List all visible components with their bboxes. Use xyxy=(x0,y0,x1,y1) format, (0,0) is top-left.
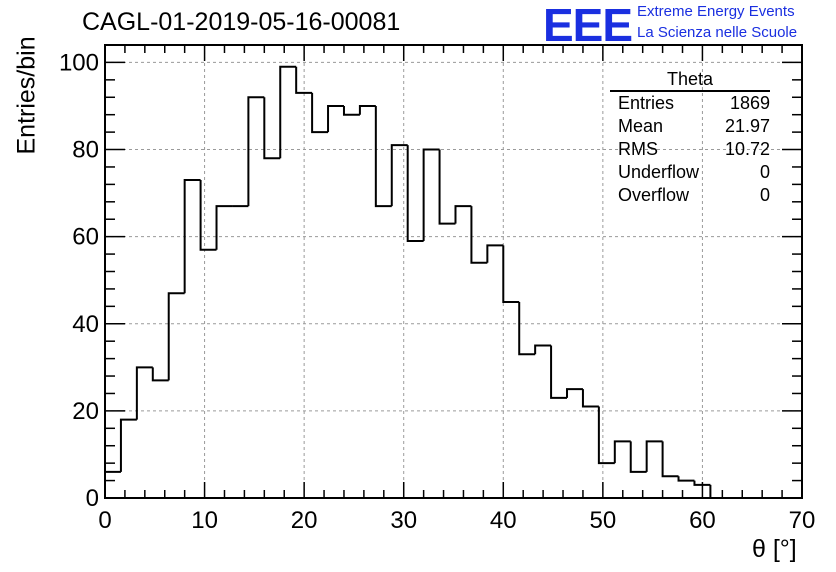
stats-label: Underflow xyxy=(618,162,700,182)
histogram-bin xyxy=(645,440,663,472)
eee-logo: EEE xyxy=(543,0,633,51)
histogram-bin xyxy=(199,180,217,251)
y-axis-label: Entries/bin xyxy=(12,36,41,155)
histogram-bin xyxy=(151,367,169,382)
histogram-bin xyxy=(470,206,488,264)
histogram-bin xyxy=(279,65,297,159)
stats-value: 10.72 xyxy=(724,139,770,159)
histogram-bin xyxy=(534,344,552,355)
histogram-bin xyxy=(502,245,520,303)
histogram-bin xyxy=(693,480,711,486)
histogram-bin xyxy=(406,145,424,243)
stats-row-rms: RMS 10.72 xyxy=(610,138,770,161)
histogram-bin xyxy=(390,144,408,207)
histogram-bin xyxy=(422,148,440,242)
histogram-bin xyxy=(438,149,456,225)
y-tick-label: 60 xyxy=(72,224,99,251)
histogram-bin xyxy=(167,292,185,381)
x-tick-label: 30 xyxy=(390,507,417,534)
stats-box: Theta Entries 1869 Mean 21.97 RMS 10.72 … xyxy=(610,69,778,207)
stats-label: Overflow xyxy=(618,185,690,205)
histogram-bin xyxy=(183,179,201,294)
stats-value: 0 xyxy=(759,162,770,182)
histogram-bin xyxy=(295,66,313,94)
histogram-bin xyxy=(311,92,329,134)
histogram-bin xyxy=(629,441,647,473)
histogram-bin xyxy=(661,441,679,478)
stats-label: Entries xyxy=(618,93,675,113)
stats-row-overflow: Overflow 0 xyxy=(610,184,770,207)
x-tick-label: 50 xyxy=(590,507,617,534)
histogram-bin xyxy=(677,476,695,482)
x-tick-label: 10 xyxy=(191,507,218,534)
histogram-bin xyxy=(247,96,265,207)
histogram-bin xyxy=(518,301,536,356)
histogram-bin xyxy=(119,418,137,472)
logo-subtitle-2: La Scienza nelle Scuole xyxy=(637,24,798,41)
x-tick-label: 0 xyxy=(98,507,111,534)
stats-value: 21.97 xyxy=(724,116,770,136)
stats-label: Mean xyxy=(618,116,664,136)
histogram-bin xyxy=(358,104,376,115)
histogram-bin xyxy=(597,406,615,465)
x-tick-label: 70 xyxy=(789,507,816,534)
logo-subtitle-1: Extreme Energy Events xyxy=(637,3,795,20)
y-tick-label: 80 xyxy=(72,137,99,164)
stats-value: 1869 xyxy=(729,93,770,113)
y-tick-label: 20 xyxy=(72,398,99,425)
stats-value: 0 xyxy=(759,185,770,205)
x-axis-label: θ [°] xyxy=(752,535,797,563)
stats-row-underflow: Underflow 0 xyxy=(610,161,770,184)
histogram-bin xyxy=(486,244,504,263)
stats-title: Theta xyxy=(610,69,770,92)
histogram-bin xyxy=(566,388,583,398)
histogram-bin xyxy=(374,105,392,208)
histogram-bin xyxy=(581,389,599,408)
histogram-bin xyxy=(550,345,568,399)
y-tick-label: 0 xyxy=(86,485,99,512)
histogram-bin xyxy=(215,205,233,250)
histogram-bin xyxy=(135,366,153,420)
histogram-bin xyxy=(342,105,360,116)
stats-label: RMS xyxy=(618,139,658,159)
x-tick-label: 60 xyxy=(689,507,716,534)
x-tick-label: 40 xyxy=(490,507,517,534)
stats-row-mean: Mean 21.97 xyxy=(610,115,770,138)
histogram-bin xyxy=(709,484,727,499)
histogram-bin xyxy=(104,470,121,498)
y-tick-label: 100 xyxy=(59,49,99,76)
histogram-bin xyxy=(327,104,344,133)
x-tick-label: 20 xyxy=(291,507,318,534)
stats-row-entries: Entries 1869 xyxy=(610,92,770,115)
histogram-bin xyxy=(613,440,631,464)
chart-title: CAGL-01-2019-05-16-00081 xyxy=(82,8,401,36)
histogram-bin xyxy=(454,205,472,224)
y-tick-label: 40 xyxy=(72,311,99,338)
histogram-bin xyxy=(263,97,281,160)
